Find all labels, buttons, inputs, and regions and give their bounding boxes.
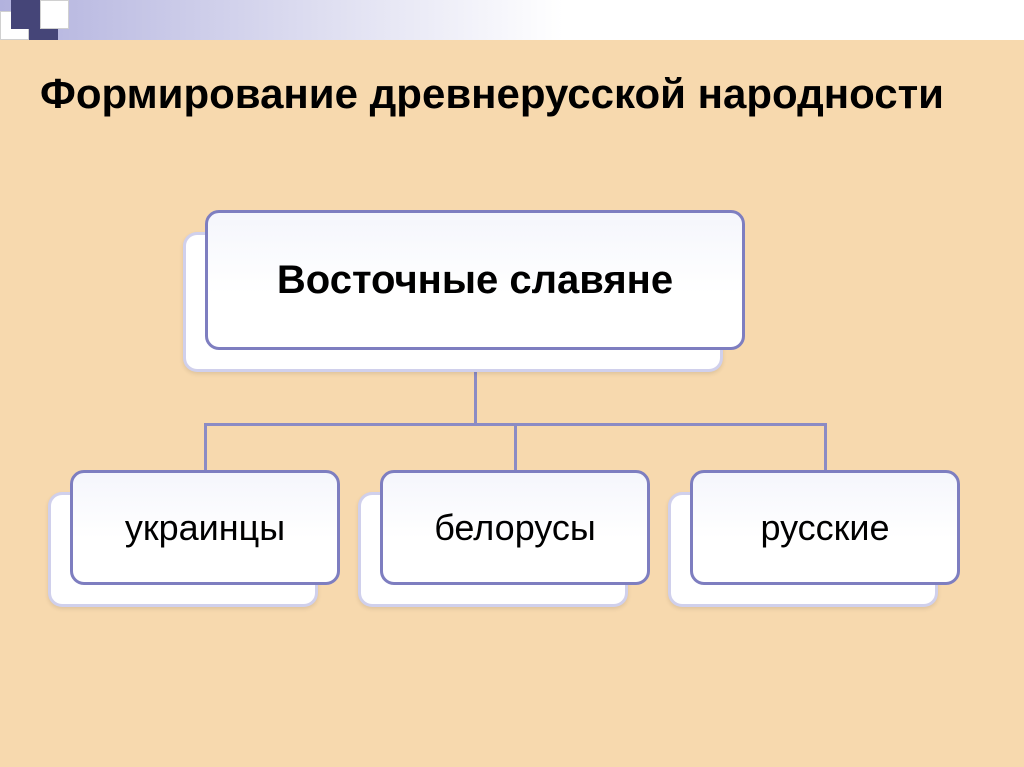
node-label: украинцы [125,507,285,549]
node-label: Восточные славяне [277,258,673,303]
connector-down [514,424,517,470]
content-area: Формирование древнерусской народности Во… [0,40,1024,767]
decor-square [40,0,69,29]
connector-down [204,424,207,470]
root-node: Восточные славяне [205,210,745,350]
header-bar [0,0,1024,40]
child-node: украинцы [70,470,340,585]
slide-title: Формирование древнерусской народности [40,70,944,118]
node-label: русские [760,507,889,549]
child-node: белорусы [380,470,650,585]
child-node: русские [690,470,960,585]
slide: Формирование древнерусской народности Во… [0,0,1024,767]
decor-square [11,0,40,29]
node-label: белорусы [434,507,596,549]
connector-down [824,424,827,470]
